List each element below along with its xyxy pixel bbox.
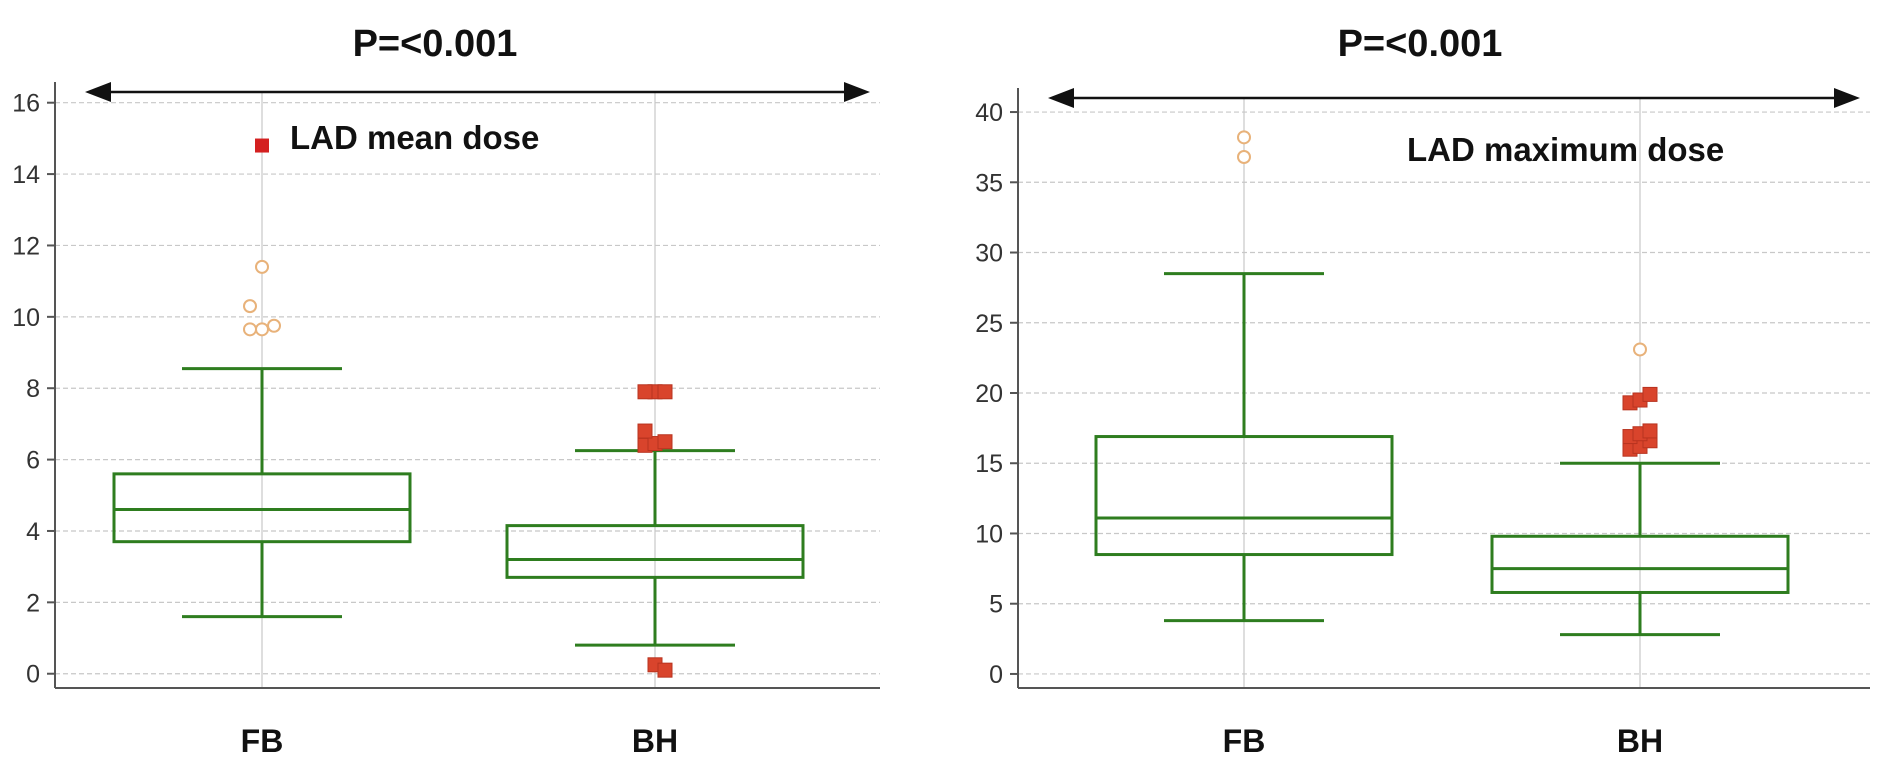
legend-marker — [255, 138, 269, 153]
outlier-near — [255, 259, 269, 274]
outlier-near — [243, 299, 257, 314]
y-tick-label: 25 — [975, 310, 1003, 338]
y-tick-label: 2 — [26, 589, 40, 617]
outlier-far — [637, 423, 653, 439]
panel-title: P=<0.001 — [1338, 23, 1503, 65]
arrow-head-right — [844, 82, 870, 102]
panel-lad-mean-dose: P=<0.001 LAD mean dose FB BH 0 2 4 6 8 10 12 14… — [12, 23, 880, 759]
box-iqr — [1490, 534, 1790, 594]
outlier-near — [1237, 150, 1251, 164]
outlier-far — [1642, 423, 1658, 439]
arrow-head-left — [1048, 88, 1074, 108]
outlier-far — [637, 384, 653, 400]
arrow-head-left — [85, 82, 111, 102]
box-iqr — [505, 524, 805, 579]
legend-label: LAD maximum dose — [1407, 131, 1724, 168]
y-tick-label: 4 — [26, 518, 40, 546]
y-tick-label: 30 — [975, 240, 1003, 268]
outlier-far — [657, 662, 673, 678]
panel-lad-maximum-dose: P=<0.001 LAD maximum dose FB BH 0 5 10 15 20… — [975, 23, 1870, 759]
y-tick-label: 20 — [975, 380, 1003, 408]
y-tick-label: 35 — [975, 169, 1003, 197]
outlier-near — [243, 322, 257, 337]
y-tick-label: 6 — [26, 447, 40, 475]
y-tick-label: 0 — [989, 661, 1003, 689]
outlier-near — [255, 322, 269, 337]
legend-label: LAD mean dose — [290, 119, 539, 156]
outlier-near — [1633, 342, 1647, 357]
arrow-head-right — [1834, 88, 1860, 108]
y-tick-label: 10 — [12, 304, 40, 332]
outlier-far — [1642, 386, 1658, 402]
y-tick-label: 0 — [26, 661, 40, 689]
outlier-near — [267, 318, 281, 333]
category-label-fb: FB — [241, 723, 284, 759]
category-label-bh: BH — [1617, 723, 1663, 759]
category-label-bh: BH — [632, 723, 678, 759]
panel-title: P=<0.001 — [353, 23, 518, 65]
y-tick-label: 8 — [26, 375, 40, 403]
outlier-far — [657, 434, 673, 450]
y-tick-label: 5 — [989, 591, 1003, 619]
outlier-near — [1237, 130, 1251, 145]
y-tick-label: 15 — [975, 450, 1003, 478]
box-iqr — [1094, 435, 1394, 557]
outlier-far — [657, 384, 673, 400]
y-tick-label: 40 — [975, 99, 1003, 127]
y-tick-label: 12 — [12, 232, 40, 260]
y-tick-label: 10 — [975, 520, 1003, 548]
category-label-fb: FB — [1223, 723, 1266, 759]
y-tick-label: 16 — [12, 90, 40, 118]
y-tick-label: 14 — [12, 161, 40, 189]
box-iqr — [112, 472, 412, 544]
